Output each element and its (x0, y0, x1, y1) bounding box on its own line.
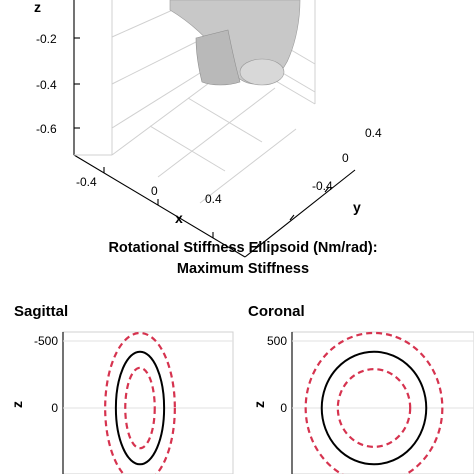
sagittal-ellipses (104, 331, 176, 474)
y-axis-label: y (353, 199, 361, 215)
x-axis-line (73, 154, 246, 258)
y-tick (254, 243, 260, 250)
sagittal-y-tick-label: -500 (34, 334, 58, 348)
grid-line (149, 125, 226, 172)
sagittal-plot-frame (62, 331, 234, 474)
coronal-ellipse-dashed-1 (304, 331, 444, 474)
sagittal-ellipse-dashed-2 (124, 366, 156, 450)
coronal-y-axis-label: z (251, 401, 267, 408)
3d-axes-front (73, 0, 356, 258)
z-axis-label: z (34, 0, 41, 15)
coronal-panel-title: Coronal (248, 303, 305, 320)
grid-line (187, 97, 263, 143)
surface-lower (195, 29, 241, 86)
y-tick (324, 186, 330, 193)
figure-title-line2: Maximum Stiffness (177, 261, 309, 277)
sagittal-ellipse-solid-0 (114, 350, 166, 466)
y-axis-line (244, 169, 356, 258)
x-tick-label: -0.4 (76, 175, 97, 189)
coronal-ellipse-dashed-2 (336, 368, 412, 448)
sagittal-ellipse-dashed-1 (104, 331, 176, 474)
x-axis-label: x (175, 210, 183, 226)
sagittal-panel-title: Sagittal (14, 303, 68, 320)
x-tick-label: 0.4 (205, 192, 222, 206)
figure-title-line1: Rotational Stiffness Ellipsoid (Nm/rad): (108, 240, 377, 256)
y-tick (289, 214, 295, 221)
coronal-ellipse-solid-0 (320, 350, 428, 466)
grid-line (199, 128, 297, 204)
z-tick-label: -0.4 (36, 78, 57, 92)
y-tick-label: -0.4 (312, 179, 333, 193)
sagittal-axes: -500 0 z (9, 331, 234, 474)
sagittal-y-axis-label: z (9, 401, 25, 408)
coronal-y-tick-label: 500 (267, 334, 287, 348)
coronal-ellipses (304, 331, 444, 474)
surface-end-cap (239, 58, 285, 86)
3d-surface (169, 0, 301, 86)
coronal-axes: 500 0 z (251, 331, 474, 474)
grid-line (157, 87, 276, 178)
y-tick-label: 0.4 (365, 126, 382, 140)
sagittal-y-tick-label: 0 (51, 401, 58, 415)
y-tick-label: 0 (342, 151, 349, 165)
z-tick-label: -0.6 (36, 122, 57, 136)
z-tick-label: -0.2 (36, 32, 57, 46)
coronal-y-tick-label: 0 (280, 401, 287, 415)
x-tick-label: 0 (151, 184, 158, 198)
